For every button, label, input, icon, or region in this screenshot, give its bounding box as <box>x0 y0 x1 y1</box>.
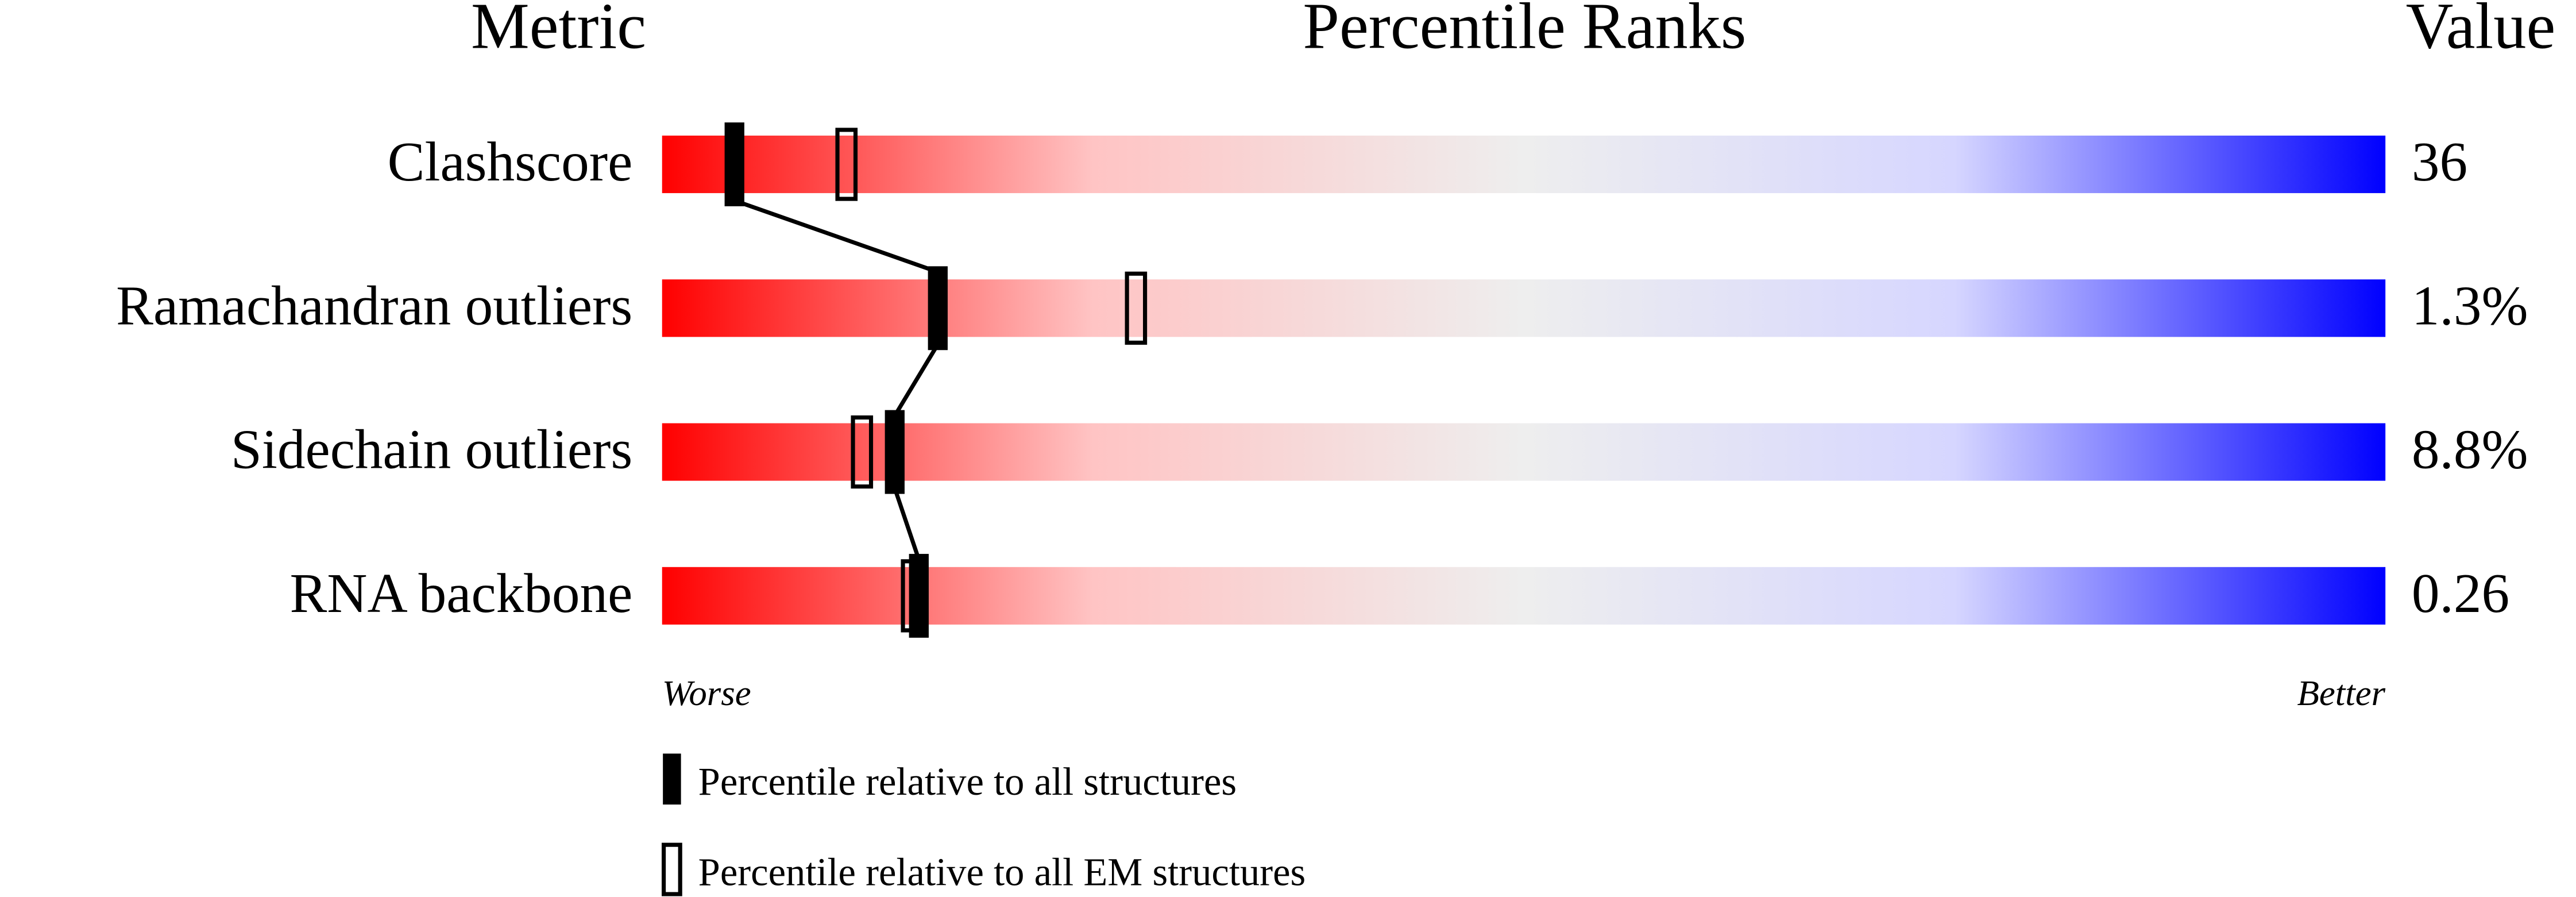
legend-label: Percentile relative to all EM structures <box>698 850 1306 894</box>
connector <box>893 343 940 417</box>
legend-swatch <box>663 753 681 805</box>
metric-value: 1.3% <box>2412 275 2528 337</box>
marker-all <box>909 553 929 638</box>
legend-swatch <box>662 842 682 896</box>
axis-label: Worse <box>662 673 751 713</box>
header: Percentile Ranks <box>1303 0 1746 62</box>
marker-em <box>851 415 874 489</box>
percentile-bar <box>662 135 2386 194</box>
marker-all <box>928 266 948 351</box>
connector <box>893 487 921 561</box>
marker-em <box>835 128 858 201</box>
axis-label: Better <box>2297 673 2385 713</box>
metric-label: Clashscore <box>388 131 633 193</box>
metric-value: 36 <box>2412 131 2467 193</box>
connector <box>733 198 939 274</box>
percentile-bar <box>662 279 2386 337</box>
marker-em <box>1125 271 1148 345</box>
percentile-bar <box>662 567 2386 625</box>
metric-label: Ramachandran outliers <box>116 275 632 337</box>
marker-all <box>724 122 744 206</box>
header: Value <box>2406 0 2556 62</box>
metric-label: Sidechain outliers <box>231 419 632 481</box>
legend-label: Percentile relative to all structures <box>698 760 1237 803</box>
metric-label: RNA backbone <box>289 563 632 625</box>
marker-all <box>885 410 905 494</box>
metric-value: 8.8% <box>2412 419 2528 481</box>
header: Metric <box>471 0 646 62</box>
metric-value: 0.26 <box>2412 563 2509 625</box>
percentile-bar <box>662 423 2386 481</box>
